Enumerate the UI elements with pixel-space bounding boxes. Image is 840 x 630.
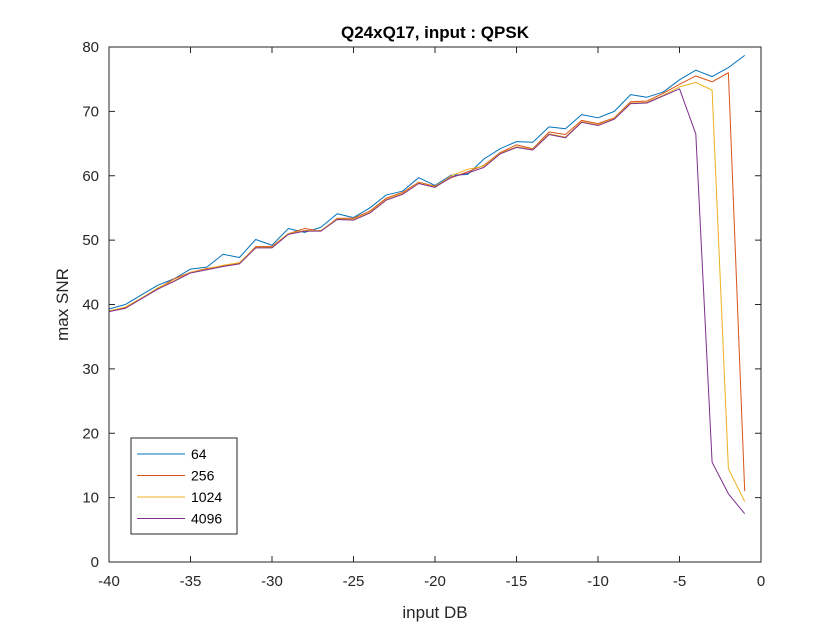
axes-layer: -40 -35 -30 -25 -20 -15 -10 -5 0 0 10 20 30 40 50 60 70 8… <box>82 39 765 590</box>
series-line-4096 <box>108 88 746 515</box>
y-tick-label: 80 <box>82 39 99 56</box>
y-tick-label: 40 <box>82 297 99 314</box>
legend-label-256: 256 <box>191 468 215 484</box>
x-axis-label: input DB <box>402 603 467 622</box>
legend: 64 256 1024 4096 <box>130 437 238 535</box>
x-tick-label: -10 <box>587 573 609 590</box>
x-tick-label: -30 <box>261 573 283 590</box>
y-tick-label: 30 <box>82 361 99 378</box>
legend-label-1024: 1024 <box>191 489 222 505</box>
legend-label-4096: 4096 <box>191 511 222 527</box>
x-tick-label: -5 <box>673 573 686 590</box>
y-tick-label: 20 <box>82 425 99 442</box>
x-tick-label: 0 <box>757 573 765 590</box>
series-line-64 <box>108 54 746 310</box>
chart-title: Q24xQ17, input : QPSK <box>341 23 530 42</box>
x-tick-label: -40 <box>98 573 120 590</box>
x-tick-label: -35 <box>180 573 202 590</box>
x-tick-label: -25 <box>343 573 365 590</box>
y-axis-label: max SNR <box>53 268 72 341</box>
y-tick-label: 60 <box>82 168 99 185</box>
y-tick-label: 0 <box>91 554 99 571</box>
x-tick-label: -20 <box>424 573 446 590</box>
y-tick-label: 50 <box>82 232 99 249</box>
series-layer <box>108 54 746 515</box>
series-line-1024 <box>108 81 746 502</box>
y-tick-label: 70 <box>82 103 99 120</box>
x-tick-label: -15 <box>506 573 528 590</box>
y-tick-label: 10 <box>82 490 99 507</box>
legend-label-64: 64 <box>191 446 207 462</box>
